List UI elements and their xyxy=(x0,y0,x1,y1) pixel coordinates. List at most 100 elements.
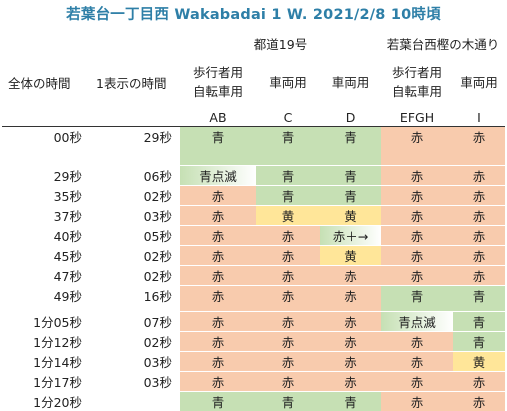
cell-display-time: 03秒 xyxy=(90,372,180,392)
cell-signal-d: 赤 xyxy=(320,312,381,332)
cell-total-time: 37秒 xyxy=(2,206,90,226)
cell-total-time: 40秒 xyxy=(2,226,90,246)
cell-signal-c: 赤 xyxy=(256,372,320,392)
cell-signal-ab: 赤 xyxy=(180,186,256,206)
header-ab: 歩行者用 自転車用 xyxy=(180,55,256,109)
cell-display-time: 05秒 xyxy=(90,226,180,246)
cell-signal-c: 赤 xyxy=(256,246,320,266)
cell-signal-d: 黄 xyxy=(320,246,381,266)
label-i: I xyxy=(453,109,505,127)
cell-signal-i: 赤 xyxy=(453,206,505,226)
header-c: 車両用 xyxy=(256,55,320,109)
cell-signal-c: 赤 xyxy=(256,286,320,312)
cell-signal-efgh: 赤 xyxy=(381,186,453,206)
cell-signal-d: 青 xyxy=(320,166,381,186)
cell-signal-c: 黄 xyxy=(256,206,320,226)
cell-signal-d: 赤 xyxy=(320,352,381,372)
cell-signal-ab: 赤 xyxy=(180,246,256,266)
cell-total-time: 45秒 xyxy=(2,246,90,266)
cell-signal-c: 赤 xyxy=(256,312,320,332)
cell-signal-d: 青 xyxy=(320,186,381,206)
cell-signal-c: 赤 xyxy=(256,352,320,372)
cell-display-time: 02秒 xyxy=(90,186,180,206)
cell-signal-d: 青 xyxy=(320,127,381,166)
signal-timing-table: 都道19号 若葉台西樫の木通り 全体の時間 1表示の時間 歩行者用 自転車用 車… xyxy=(2,31,505,411)
cell-signal-d: 赤 xyxy=(320,286,381,312)
cell-signal-d: 赤 xyxy=(320,372,381,392)
cell-signal-ab: 赤 xyxy=(180,206,256,226)
header-i: 車両用 xyxy=(453,55,505,109)
cell-signal-c: 青 xyxy=(256,127,320,166)
cell-signal-d: 青 xyxy=(320,392,381,411)
cell-total-time: 49秒 xyxy=(2,286,90,312)
cell-signal-i: 赤 xyxy=(453,127,505,166)
cell-signal-ab: 青 xyxy=(180,392,256,411)
cell-display-time: 03秒 xyxy=(90,206,180,226)
signal-label-row: AB C D EFGH I xyxy=(2,109,505,127)
cell-total-time: 1分05秒 xyxy=(2,312,90,332)
cell-display-time: 07秒 xyxy=(90,312,180,332)
cell-signal-efgh: 青 xyxy=(381,286,453,312)
cell-signal-c: 青 xyxy=(256,186,320,206)
cell-signal-i: 青 xyxy=(453,332,505,352)
cell-signal-efgh: 赤 xyxy=(381,352,453,372)
header-efgh-line2: 自転車用 xyxy=(381,82,453,101)
cell-signal-i: 赤 xyxy=(453,246,505,266)
cell-signal-ab: 赤 xyxy=(180,266,256,286)
cell-display-time xyxy=(90,392,180,411)
header-d: 車両用 xyxy=(320,55,381,109)
cell-signal-ab: 赤 xyxy=(180,332,256,352)
label-efgh: EFGH xyxy=(381,109,453,127)
cell-signal-i: 青 xyxy=(453,286,505,312)
cell-signal-efgh: 赤 xyxy=(381,246,453,266)
cell-signal-i: 赤 xyxy=(453,186,505,206)
cell-signal-efgh: 赤 xyxy=(381,127,453,166)
cell-signal-i: 赤 xyxy=(453,392,505,411)
cell-signal-ab: 赤 xyxy=(180,226,256,246)
cell-display-time: 02秒 xyxy=(90,332,180,352)
cell-display-time: 03秒 xyxy=(90,352,180,372)
label-c: C xyxy=(256,109,320,127)
cell-signal-efgh: 赤 xyxy=(381,226,453,246)
page-title: 若葉台一丁目西 Wakabadai 1 W. 2021/2/8 10時頃 xyxy=(0,0,507,30)
group-header-row: 都道19号 若葉台西樫の木通り xyxy=(2,31,505,55)
cell-total-time: 1分14秒 xyxy=(2,352,90,372)
cell-signal-i: 黄 xyxy=(453,352,505,372)
cell-signal-i: 赤 xyxy=(453,266,505,286)
cell-signal-c: 青 xyxy=(256,392,320,411)
cell-display-time: 06秒 xyxy=(90,166,180,186)
cell-total-time: 35秒 xyxy=(2,186,90,206)
cell-signal-efgh: 赤 xyxy=(381,392,453,411)
cell-total-time: 1分20秒 xyxy=(2,392,90,411)
cell-signal-c: 赤 xyxy=(256,332,320,352)
header-ab-line1: 歩行者用 xyxy=(180,63,256,82)
cell-signal-c: 青 xyxy=(256,166,320,186)
cell-signal-d: 赤 xyxy=(320,332,381,352)
cell-signal-ab: 赤 xyxy=(180,352,256,372)
cell-display-time: 16秒 xyxy=(90,286,180,312)
group-road-a: 都道19号 xyxy=(180,31,381,55)
cell-display-time: 29秒 xyxy=(90,127,180,166)
cell-signal-i: 赤 xyxy=(453,166,505,186)
cell-signal-efgh: 赤 xyxy=(381,372,453,392)
cell-display-time: 02秒 xyxy=(90,266,180,286)
cell-signal-ab: 青 xyxy=(180,127,256,166)
cell-signal-i: 青 xyxy=(453,312,505,332)
cell-signal-d: 赤 xyxy=(320,266,381,286)
cell-total-time: 47秒 xyxy=(2,266,90,286)
cell-signal-efgh: 青点滅 xyxy=(381,312,453,332)
cell-signal-d: 黄 xyxy=(320,206,381,226)
column-header-row: 全体の時間 1表示の時間 歩行者用 自転車用 車両用 車両用 歩行者用 自転車用… xyxy=(2,55,505,109)
cell-signal-ab: 赤 xyxy=(180,312,256,332)
cell-signal-ab: 赤 xyxy=(180,372,256,392)
